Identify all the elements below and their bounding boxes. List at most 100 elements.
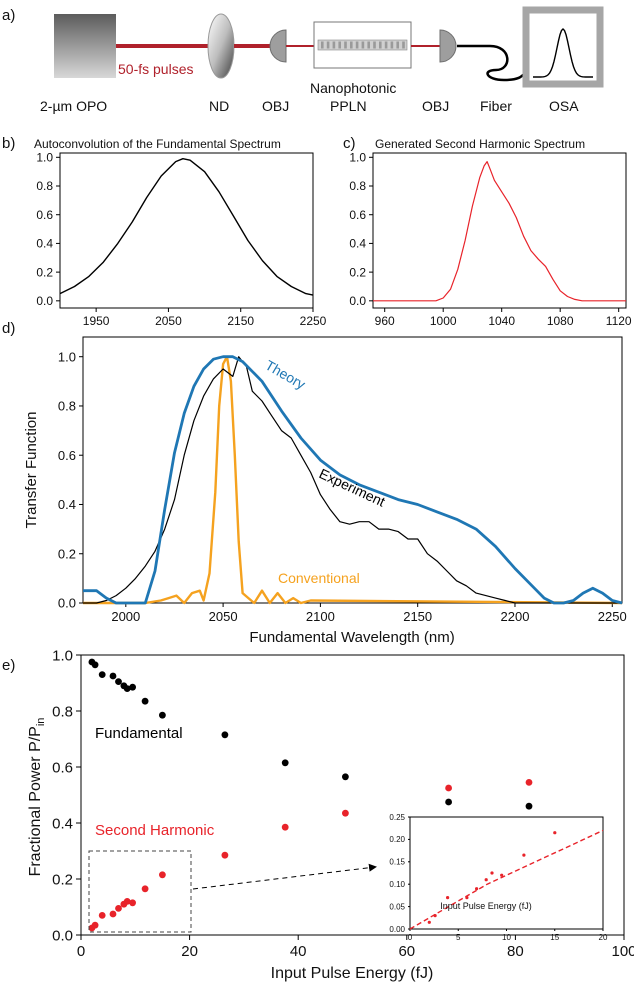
fundamental-point [91,661,99,669]
inset-point [446,896,450,900]
x-tick-label: 2050 [209,609,238,624]
y-tick-label: 0.6 [36,208,53,222]
x-tick-label: 2200 [501,609,530,624]
inset-point [553,831,557,835]
opo-label: 2-µm OPO [40,98,107,114]
x-tick-label: 1950 [83,314,110,328]
inset-point [490,871,494,875]
panel-label-d: d) [2,320,15,337]
y-tick-label: 0.0 [349,294,366,308]
x-tick-label: 2100 [306,609,335,624]
y-tick-label: 0.8 [58,399,76,414]
x-tick-label: 0 [408,933,413,942]
fundamental-point [129,683,137,691]
y-tick-label: 0.8 [36,179,53,193]
inset-chart: 0 5 10 15 20 0.00 0.05 0.10 0.15 0.20 0.25 Input Pu… [389,813,608,942]
fiber-cable-icon [457,44,527,82]
x-tick-label: 20 [599,933,608,942]
x-tick-label: 5 [456,933,461,942]
inset-point [500,873,504,877]
ppln-stripe [338,41,341,49]
objective-lens-1-icon [269,29,287,63]
second-harmonic-point [342,809,349,817]
y-tick-label: 0.25 [389,813,405,822]
x-tick-label: 1000 [430,314,457,328]
y-tick-label: 0.8 [349,179,366,193]
autoconvolution-line [59,157,314,296]
fundamental-point [115,678,122,685]
ppln-stripe [332,41,336,49]
y-tick-label: 0.10 [389,880,405,889]
y-tick-label: 1.0 [349,151,366,165]
x-axis-label: Input Pulse Energy (fJ) [271,965,434,982]
second-harmonic-point [525,779,533,786]
fundamental-point [123,685,131,692]
panel-label-a: a) [2,7,15,24]
y-tick-label: 1.0 [36,151,53,165]
ppln-label: PPLN [330,98,367,114]
x-tick-label: 20 [181,943,198,960]
y-axis-label-subscript: in [35,718,47,727]
second-harmonic-point [109,910,117,918]
ppln-stripe [390,41,394,49]
inset-x-axis-label: Input Pulse Energy (fJ) [440,901,532,911]
fundamental-point [445,798,452,806]
ppln-stripe [326,41,330,49]
x-tick-label: 15 [550,933,559,942]
pulses-label: 50-fs pulses [118,61,193,77]
theory-label: Theory [263,357,309,393]
ppln-stripe [384,41,388,49]
obj2-label: OBJ [422,98,449,114]
ppln-stripe [350,41,353,49]
x-tick-label: 0 [77,943,85,960]
x-tick-label: 2150 [403,609,432,624]
osa-instrument-icon [522,6,604,88]
ppln-stripe [373,41,376,49]
fiber-label: Fiber [480,98,512,114]
opo-source-block [54,14,116,78]
x-tick-label: 10 [502,933,511,942]
y-tick-label: 0.4 [52,815,73,832]
y-tick-label: 0.2 [52,871,73,888]
fundamental-point [342,773,349,781]
y-tick-label: 0.15 [389,858,405,867]
x-tick-label: 2050 [155,314,182,328]
fundamental-point [159,711,166,719]
x-tick-label: 40 [290,943,307,960]
x-tick-label: 2000 [111,609,140,624]
nd-filter-icon [207,13,235,79]
y-tick-label: 0.8 [52,703,73,720]
inset-point [427,920,431,924]
osa-label: OSA [549,98,579,114]
second-harmonic-point [141,885,149,893]
inset-point [465,896,469,900]
obj1-label: OBJ [262,98,289,114]
y-axis-label: Transfer Function [23,412,40,529]
panel-label-e: e) [2,657,15,674]
y-tick-label: 0.4 [349,237,366,251]
fundamental-point [221,731,229,739]
second-harmonic-point [129,899,137,907]
experiment-label: Experiment [317,465,388,509]
inset-point [484,878,488,882]
inset-background [410,817,603,929]
second-harmonic-point [445,784,452,792]
y-tick-label: 0.00 [389,925,405,934]
second-harmonic-point [221,851,229,859]
osa-display-peak [533,28,593,78]
y-tick-label: 0.6 [58,448,76,463]
y-tick-label: 0.6 [349,208,366,222]
second-harmonic-point [123,898,131,905]
y-tick-label: 0.2 [58,546,76,561]
x-tick-label: 80 [507,943,524,960]
ppln-poling-stripes [321,41,405,49]
second-harmonic-point [98,912,106,919]
plot-frame [59,152,314,309]
ppln-stripe [344,41,347,49]
y-tick-label: 1.0 [58,349,76,364]
nanophotonic-label: Nanophotonic [310,80,396,96]
panel-label-c: c) [343,135,356,152]
fundamental-label: Fundamental [95,725,183,742]
